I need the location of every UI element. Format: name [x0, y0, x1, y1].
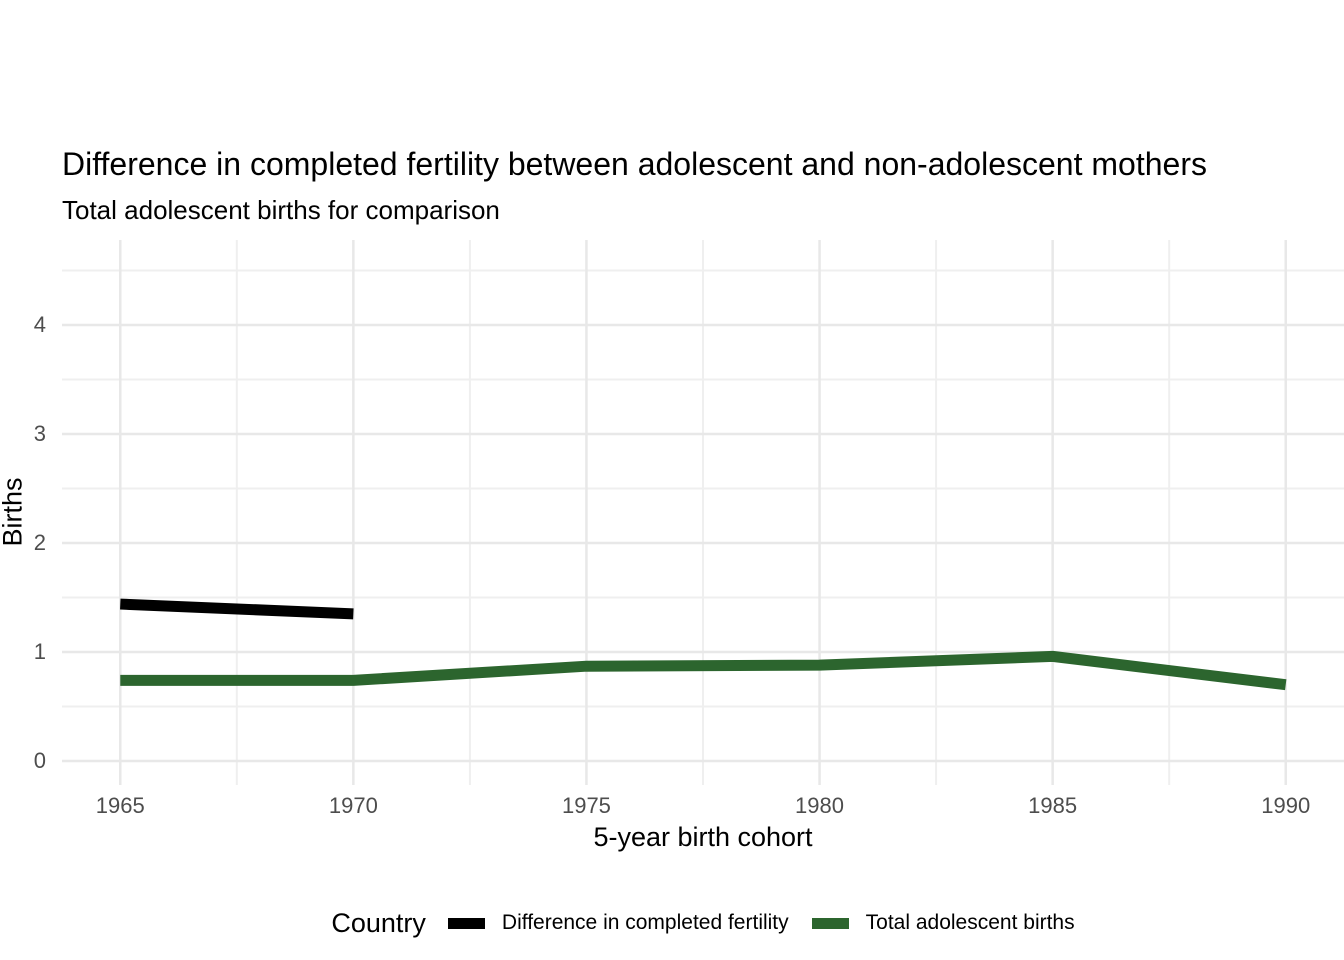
- legend-item: Difference in completed fertility: [447, 911, 789, 935]
- chart-subtitle: Total adolescent births for comparison: [62, 195, 500, 225]
- y-tick-label: 0: [33, 748, 46, 774]
- series-line: [120, 598, 354, 620]
- chart-title: Difference in completed fertility betwee…: [62, 146, 1207, 182]
- y-tick-label: 3: [33, 421, 46, 447]
- x-tick-label: 1970: [328, 793, 378, 818]
- legend-items: Difference in completed fertility Total a…: [447, 911, 1075, 935]
- y-tick-label: 2: [33, 530, 46, 556]
- series-line: [120, 650, 1287, 691]
- legend-title: Country: [331, 907, 426, 938]
- x-tick-label: 1985: [1028, 793, 1078, 818]
- legend-key-swatch: [811, 917, 849, 929]
- legend-label: Difference in completed fertility: [501, 911, 789, 934]
- legend-item: Total adolescent births: [811, 911, 1075, 935]
- legend-label: Total adolescent births: [865, 911, 1075, 934]
- x-tick-label: 1980: [795, 793, 844, 818]
- y-tick-label: 4: [33, 312, 46, 338]
- y-axis-title: Births: [0, 477, 28, 547]
- legend: Country Difference in completed fertilit…: [62, 903, 1344, 943]
- legend-key-swatch: [447, 917, 485, 929]
- x-tick-label: 1990: [1261, 793, 1311, 818]
- x-tick-label: 1975: [561, 793, 611, 818]
- x-axis-title: 5-year birth cohort: [593, 822, 813, 852]
- y-tick-label: 1: [33, 639, 46, 665]
- x-tick-label: 1965: [95, 793, 145, 818]
